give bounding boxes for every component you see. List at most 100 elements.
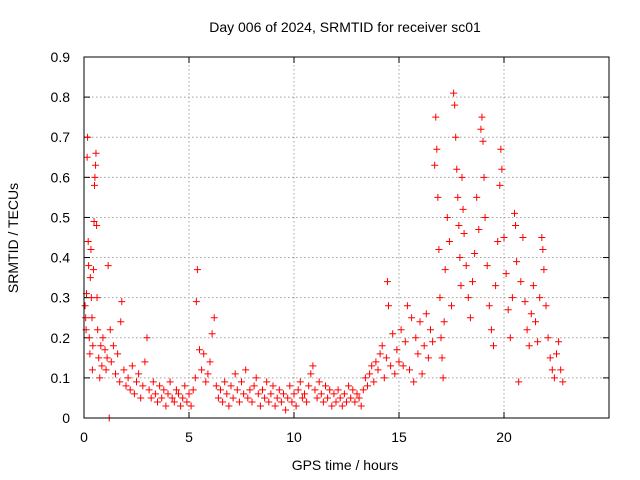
data-point [412,334,420,342]
data-point [90,217,98,225]
data-point [429,338,437,346]
data-point [464,294,472,302]
data-point [282,406,290,414]
data-point [292,402,300,410]
data-point [355,394,363,402]
data-point [538,234,546,241]
data-point [117,318,125,326]
data-point [435,246,443,254]
data-point [296,378,304,386]
data-point [259,386,266,394]
data-point [487,326,495,334]
data-point [116,378,124,386]
data-point [311,386,319,394]
data-point [137,394,145,402]
data-point [382,354,390,362]
plot-frame [83,56,610,419]
data-point [87,246,95,254]
data-point [351,398,359,406]
data-point [240,390,248,398]
data-point [391,370,399,378]
data-point [290,390,298,398]
data-point [275,386,283,394]
y-tick-label: 0 [62,410,70,426]
data-point [229,394,237,402]
data-point [254,390,262,398]
data-point [238,378,245,386]
data-point [198,366,206,374]
data-point [378,342,386,350]
data-point [187,402,195,410]
data-point [469,278,476,286]
data-point [361,374,369,382]
data-point [277,398,285,406]
data-point [532,318,539,326]
data-point [305,382,313,390]
data-point [473,193,481,201]
data-point [212,382,220,390]
data-point [177,402,185,410]
data-point [475,225,483,233]
data-point [498,165,506,173]
data-point [416,318,424,326]
data-point [204,370,212,378]
data-point [244,394,252,402]
data-point [502,270,510,278]
data-point [490,342,497,350]
data-point [399,362,407,370]
data-point [183,398,191,406]
data-point [208,330,216,338]
data-point [410,378,418,386]
data-point [256,402,264,410]
data-point [96,374,104,382]
data-point [420,342,428,350]
data-point [313,394,321,402]
data-point [343,398,350,406]
y-tick-labels: 0 0.1 0.2 0.3 0.4 0.5 0.6 0.7 0.8 0.9 [51,49,71,426]
data-point [548,366,556,374]
data-point [324,394,332,402]
data-point [267,390,275,398]
data-point [162,402,170,410]
data-point [233,386,241,394]
data-point [440,318,448,326]
data-point [202,378,210,386]
y-tick-label: 0.8 [51,89,71,105]
data-point [494,238,502,246]
data-point [481,213,489,221]
data-point [326,386,334,394]
data-point [380,374,388,382]
data-point [128,362,136,370]
data-point [546,354,554,362]
grid [84,57,609,418]
data-point [265,398,273,406]
data-point [366,370,374,378]
data-point [347,394,355,402]
data-point [106,326,114,334]
data-point [455,221,463,229]
data-point [441,266,449,274]
data-point [95,354,103,362]
data-point [221,378,229,386]
data-point [89,342,97,350]
data-point [460,229,468,237]
data-point [135,370,143,378]
data-point [397,326,405,334]
x-tick-label: 10 [286,429,302,445]
data-point [139,382,147,390]
data-point [172,386,180,394]
data-point [357,402,365,410]
data-point [160,386,168,394]
data-point [280,390,287,398]
data-point [214,394,222,402]
data-point [385,302,392,310]
data-point [372,358,380,366]
data-point [271,402,279,410]
data-point [301,390,308,398]
data-point [154,398,161,406]
data-point [151,390,159,398]
data-point [284,394,292,402]
data-point [540,266,548,274]
data-point [403,302,411,310]
